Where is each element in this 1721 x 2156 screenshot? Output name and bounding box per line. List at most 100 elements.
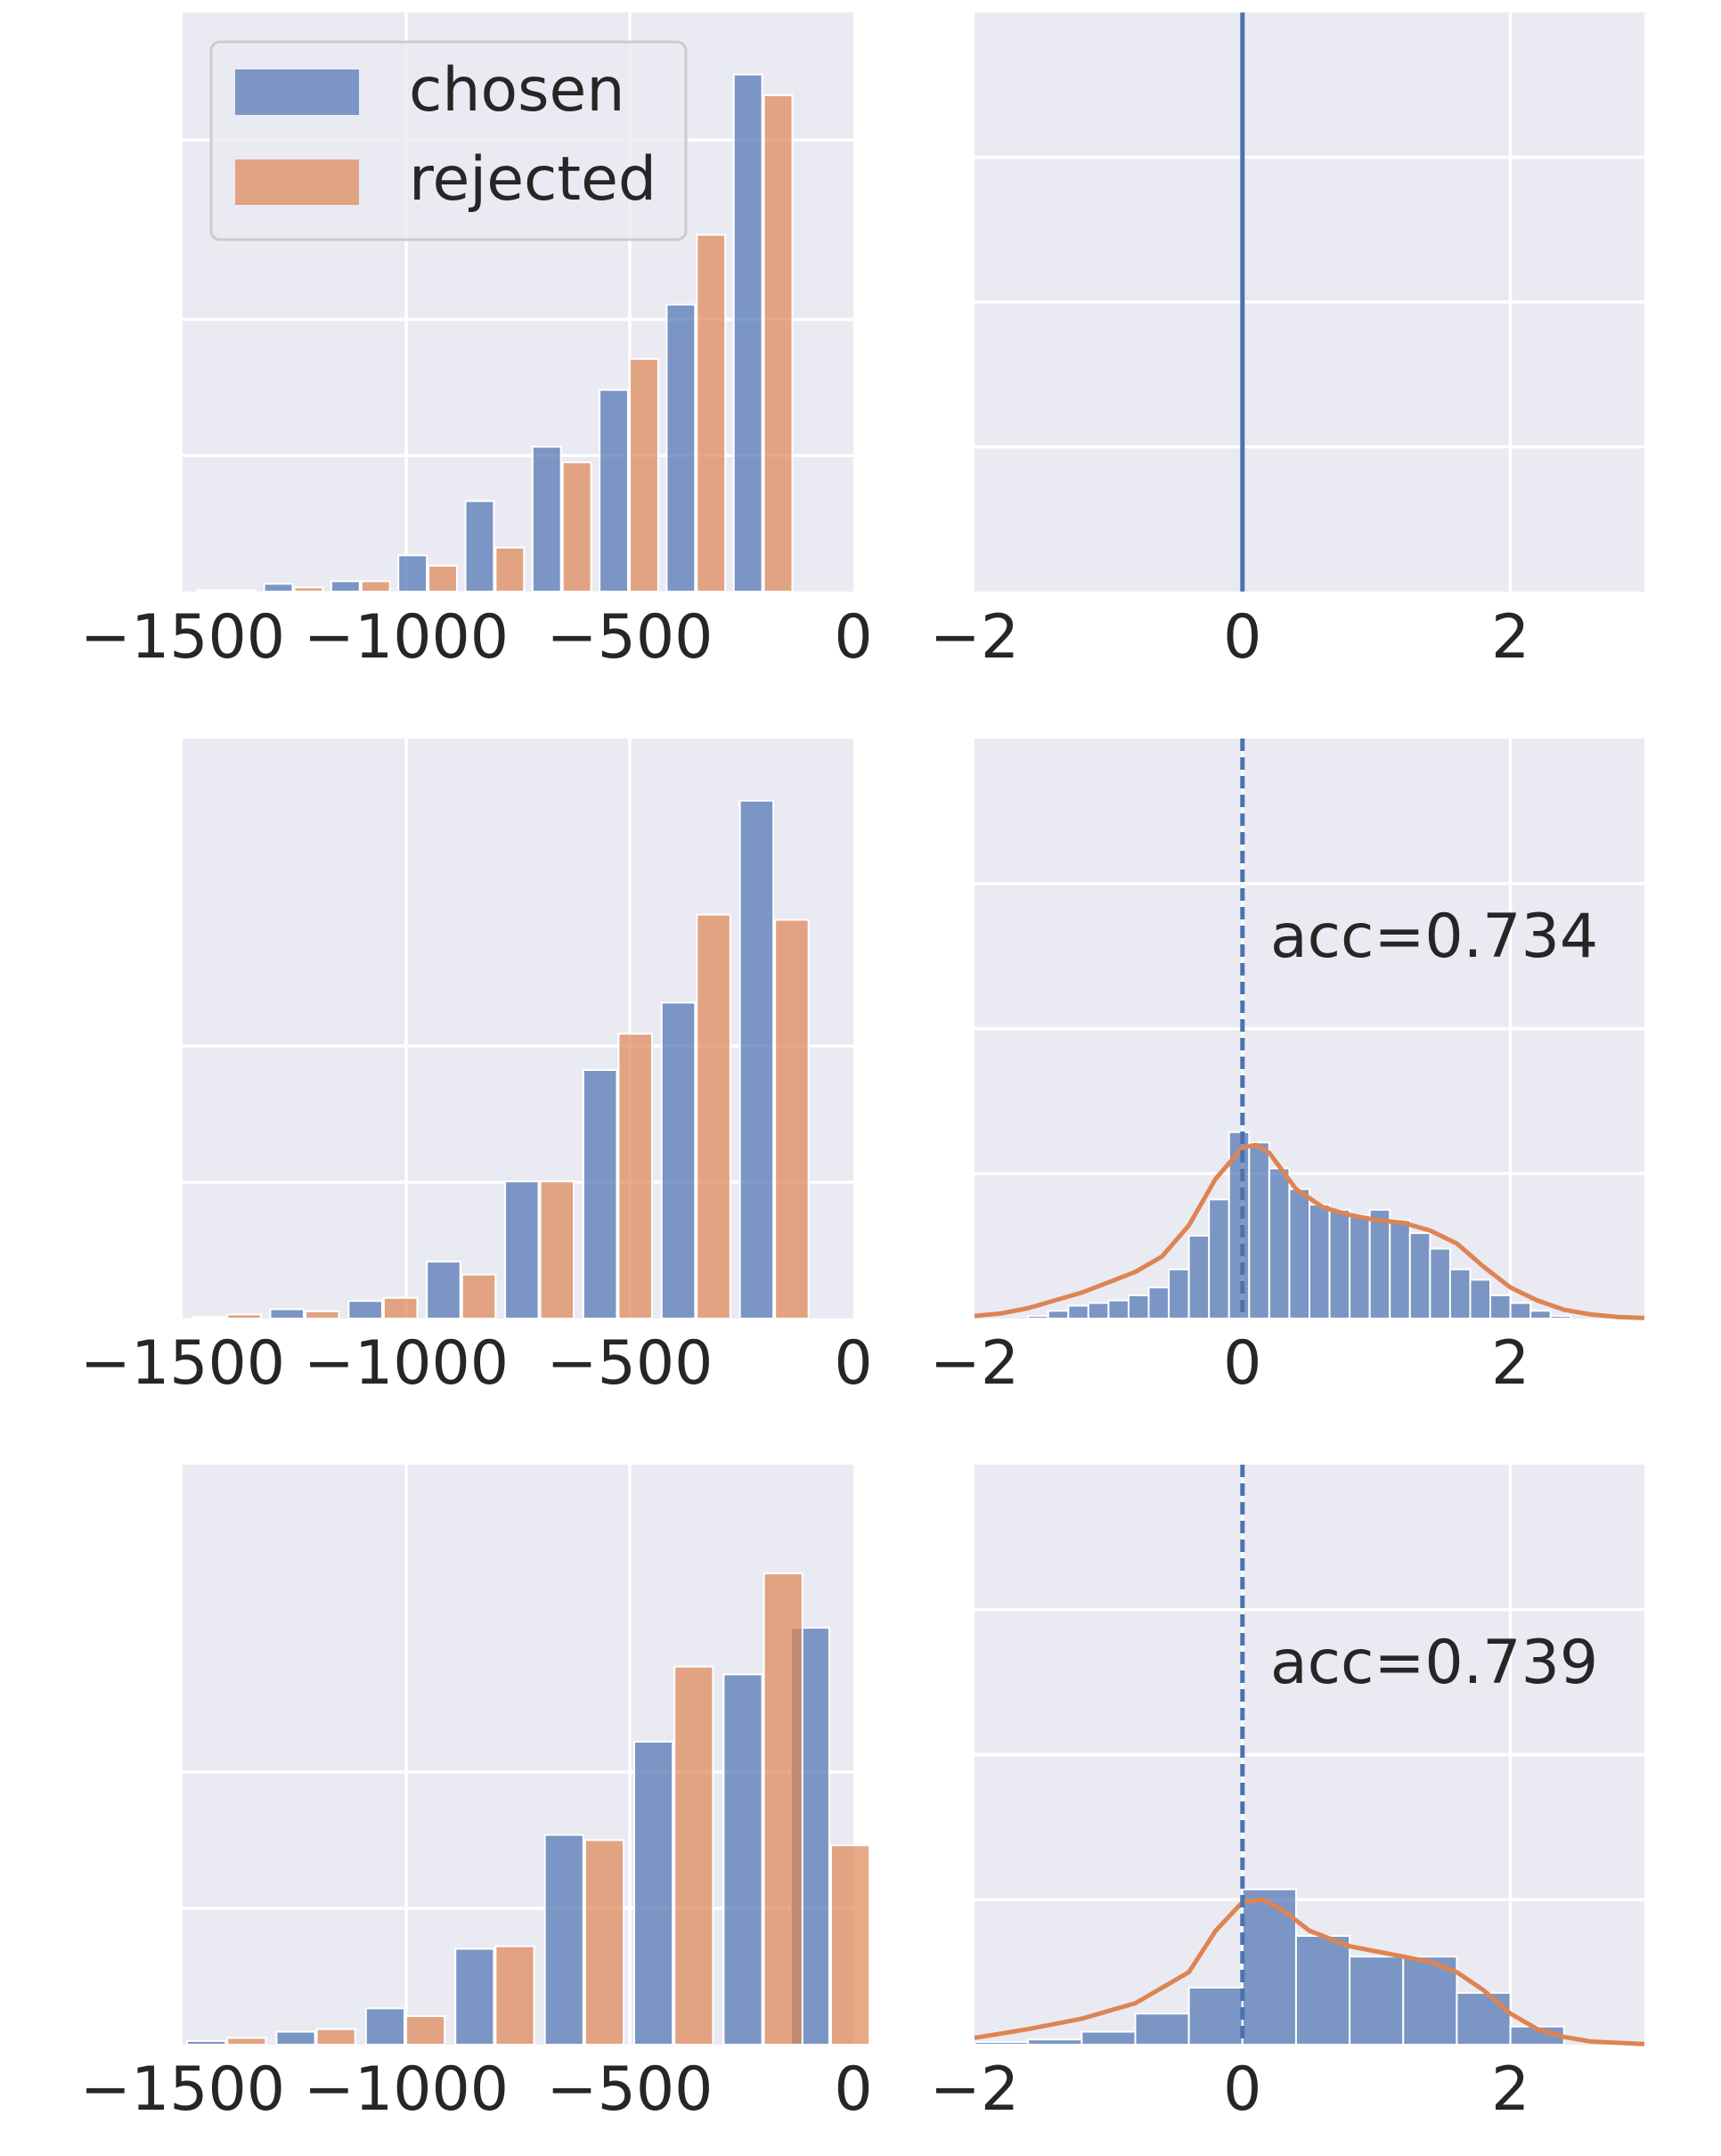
legend-swatch-rejected (235, 159, 359, 205)
hist-bar (1107, 1299, 1130, 1319)
hist-bar (1208, 1198, 1230, 1319)
bar-chosen (330, 580, 361, 593)
bar-chosen (269, 1308, 306, 1319)
hist-bar (1067, 1304, 1089, 1319)
accuracy-annotation-row3: acc=0.739 (1270, 1628, 1598, 1698)
bar-rejected (293, 586, 324, 592)
panel-row2-right: −2 0 2 (930, 739, 1645, 1399)
hist-bar (1448, 1268, 1472, 1319)
bar-chosen (397, 554, 428, 592)
legend: chosen rejected (209, 40, 688, 241)
bar-chosen (347, 1300, 383, 1320)
bar-rejected (561, 461, 592, 592)
bar-chosen (504, 1180, 540, 1319)
bar-chosen (426, 1261, 461, 1319)
x-tick-label: 0 (834, 2054, 872, 2125)
bar-chosen (364, 2007, 406, 2046)
hist-bar (1294, 1934, 1351, 2046)
hist-bar (1047, 1310, 1070, 1319)
hist-bar (1509, 1302, 1532, 1319)
bar-rejected (696, 233, 727, 592)
bar-chosen (738, 799, 775, 1319)
x-tick-label: 2 (1491, 602, 1529, 673)
bar-chosen (665, 303, 697, 592)
hist-bar (1469, 1278, 1492, 1319)
hist-bar (1027, 2038, 1083, 2046)
hist-bar (1147, 1286, 1170, 1319)
panel-row1-right: −2 0 2 (930, 12, 1644, 673)
x-tick-label: −1500 (80, 602, 285, 673)
hist-bar (1027, 1315, 1049, 1319)
x-tick-label: −1000 (304, 2054, 509, 2125)
hist-bar (1408, 1232, 1431, 1319)
x-tick-label: −500 (547, 1328, 714, 1399)
bar-rejected (539, 1180, 575, 1319)
bar-chosen (722, 1673, 763, 2046)
bar-chosen (263, 583, 294, 592)
x-tick-label: −1500 (80, 2054, 285, 2125)
bar-chosen (582, 1069, 618, 1319)
bar-rejected (226, 2037, 267, 2046)
bar-rejected (673, 1665, 714, 2046)
bar-rejected (829, 1844, 871, 2046)
bar-rejected (226, 1313, 262, 1319)
bar-rejected (629, 357, 659, 592)
x-tick-label: 0 (1223, 2054, 1261, 2125)
x-tick-label: 0 (1223, 1328, 1261, 1399)
bar-rejected (382, 1296, 419, 1319)
x-tick-label: −2 (930, 1328, 1019, 1399)
bar-rejected (428, 564, 458, 592)
hist-bar (1081, 2030, 1137, 2046)
hist-bar (1187, 1987, 1244, 2046)
hist-bar (1349, 1213, 1371, 1319)
bar-chosen (191, 1316, 227, 1319)
x-tick-label: 2 (1491, 1328, 1529, 1399)
hist-bar (1134, 2013, 1190, 2046)
hist-bar (1456, 1991, 1512, 2046)
bar-chosen (186, 2039, 227, 2046)
bar-chosen (464, 500, 495, 592)
x-tick-label: −500 (547, 2054, 714, 2125)
hist-bar (1168, 1268, 1190, 1319)
hist-bar (1549, 1315, 1572, 1319)
bar-rejected (226, 589, 257, 592)
hist-bar (1248, 1141, 1270, 1319)
bar-chosen (660, 1001, 697, 1319)
x-tick-label: −2 (930, 602, 1019, 673)
x-tick-label: −2 (930, 2054, 1019, 2125)
hist-bar (1127, 1294, 1150, 1319)
x-tick-label: 0 (1223, 602, 1261, 673)
panel-row3-left: −1500 −1000 −500 0 (80, 1465, 873, 2125)
hist-bar (1429, 1247, 1451, 1319)
hist-bar (1268, 1167, 1291, 1319)
x-tick-label: 0 (834, 602, 872, 673)
bar-chosen (196, 589, 227, 592)
bar-chosen (531, 445, 562, 592)
hist-bar (1328, 1208, 1351, 1319)
hist-bar (1489, 1294, 1512, 1319)
hist-bar (1389, 1219, 1411, 1319)
accuracy-annotation-row2: acc=0.734 (1270, 902, 1598, 972)
bar-rejected (583, 1839, 624, 2046)
bar-chosen (543, 1833, 584, 2046)
bar-chosen (275, 2030, 316, 2046)
hist-bar (974, 2041, 1030, 2046)
bar-rejected (305, 1310, 340, 1320)
x-tick-label: −1000 (304, 602, 509, 673)
hist-bar (1529, 1310, 1552, 1319)
hist-bar (1349, 1956, 1405, 2046)
hist-bar (1368, 1208, 1391, 1319)
bar-rejected (315, 2028, 356, 2046)
bar-rejected (617, 1033, 653, 1319)
legend-label-rejected: rejected (409, 144, 657, 215)
bar-chosen (633, 1740, 674, 2046)
bar-rejected (494, 546, 526, 592)
bar-rejected (360, 580, 391, 593)
bar-chosen (599, 388, 629, 592)
bar-rejected (696, 913, 731, 1319)
bar-rejected (763, 94, 794, 593)
kde-curve (974, 1897, 1645, 2046)
x-tick-label: −1500 (80, 1328, 285, 1399)
kde-curve (974, 1142, 1645, 1320)
